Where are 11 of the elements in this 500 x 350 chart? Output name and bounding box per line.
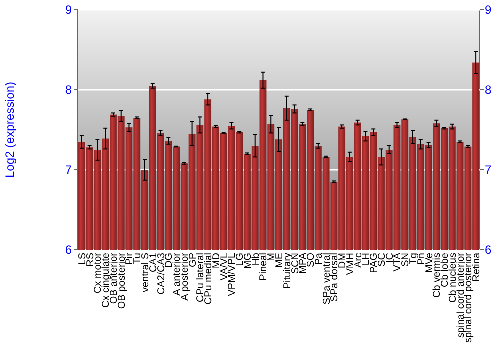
y-tick-label: 8 [65, 83, 72, 98]
y-tick-label: 6 [65, 243, 72, 258]
x-tick-label: Tg [408, 253, 420, 265]
y-tick-label: 9 [65, 3, 72, 18]
y2-tick-label: 8 [485, 83, 492, 98]
y-axis-title: Log2 (expression) [3, 82, 17, 178]
y2-tick-label: 6 [485, 243, 492, 258]
y2-tick-label: 7 [485, 163, 492, 178]
y2-tick-label: 9 [485, 3, 492, 18]
y-tick-label: 7 [65, 163, 72, 178]
x-tick-label: OB posterior [116, 252, 128, 310]
